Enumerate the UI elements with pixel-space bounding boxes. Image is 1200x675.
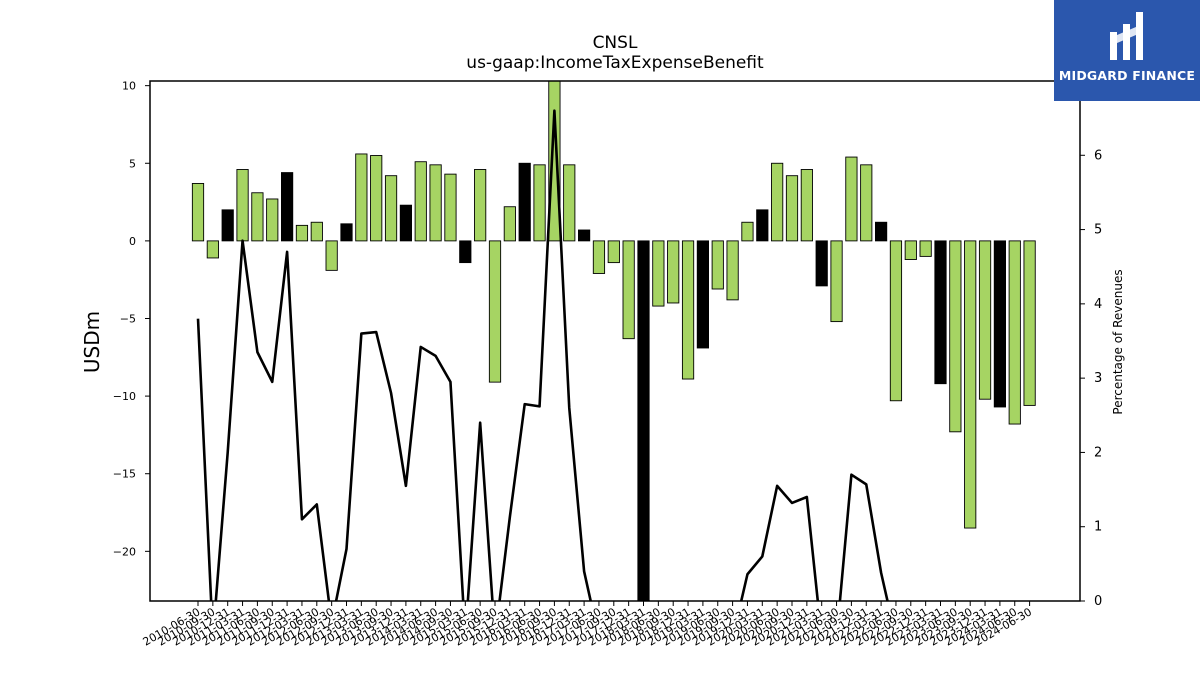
y2-tick-label: 3	[1094, 371, 1102, 386]
bar	[696, 240, 710, 349]
bar	[518, 162, 531, 242]
bar	[592, 240, 606, 274]
bar	[934, 240, 947, 385]
bar	[251, 192, 264, 242]
bar	[667, 240, 680, 304]
y-tick-label: 10	[122, 80, 136, 93]
bar	[414, 161, 427, 242]
y2-tick-label: 6	[1094, 148, 1102, 163]
y-tick-label: 5	[129, 157, 136, 170]
bar	[815, 240, 828, 287]
bar	[978, 240, 992, 400]
bar	[488, 240, 502, 383]
bar	[800, 169, 813, 242]
chart-title: CNSL	[593, 33, 638, 53]
y-tick-label: −20	[113, 545, 136, 558]
bar	[295, 224, 309, 242]
bar	[310, 221, 323, 242]
bar	[236, 169, 249, 242]
bar	[652, 240, 665, 307]
bar	[325, 240, 338, 271]
bar	[399, 204, 413, 242]
bar	[370, 155, 383, 242]
bar	[622, 240, 635, 340]
percentage-line	[196, 109, 889, 601]
bar	[355, 153, 368, 242]
bar	[726, 240, 739, 301]
bar	[429, 164, 442, 242]
bar	[578, 229, 591, 242]
bars-layer	[191, 81, 1036, 601]
brand-logo: MIDGARD FINANCE	[1054, 0, 1200, 101]
y-tick-label: −15	[113, 468, 136, 481]
bar	[563, 164, 576, 242]
bar	[206, 240, 219, 259]
bar	[281, 172, 294, 242]
bar	[681, 240, 695, 380]
bar	[904, 240, 917, 260]
bar	[964, 240, 977, 529]
bar	[993, 240, 1007, 408]
chart-subtitle: us-gaap:IncomeTaxExpenseBenefit	[466, 53, 764, 73]
y2-axis-label: Percentage of Revenues	[1111, 269, 1125, 414]
bar	[503, 206, 516, 242]
bar	[771, 162, 784, 242]
y2-tick-label: 4	[1094, 297, 1102, 312]
bar	[384, 175, 398, 242]
bar	[474, 169, 487, 242]
bar	[1023, 240, 1036, 406]
midgard-logo-icon	[1110, 12, 1143, 60]
bar	[444, 173, 457, 242]
bar	[949, 240, 962, 433]
bar	[830, 240, 843, 323]
bar	[340, 223, 353, 242]
bar	[191, 182, 205, 242]
y-tick-label: −10	[113, 390, 136, 403]
y2-tick-label: 5	[1094, 223, 1102, 238]
bar	[875, 221, 888, 242]
bar	[1008, 240, 1021, 425]
bar	[266, 198, 279, 242]
bar	[533, 164, 546, 242]
bar	[860, 164, 873, 242]
y-tick-label: 0	[129, 235, 136, 248]
bar	[845, 156, 858, 242]
line-layer	[196, 109, 889, 601]
y2-tick-label: 1	[1094, 520, 1102, 535]
bar	[711, 240, 724, 290]
bar	[459, 240, 472, 264]
bar	[756, 209, 769, 242]
bar	[889, 240, 903, 402]
y-axis-label: USDm	[80, 311, 104, 373]
bar	[548, 81, 561, 242]
y2-tick-label: 2	[1094, 445, 1102, 460]
bar	[607, 240, 620, 264]
bar	[221, 209, 234, 242]
bar	[741, 221, 754, 242]
y2-tick-label: 0	[1094, 594, 1102, 609]
brand-name: MIDGARD FINANCE	[1058, 68, 1196, 83]
plot-frame	[149, 80, 1081, 602]
y-tick-label: −5	[120, 312, 136, 325]
bar	[919, 240, 932, 257]
bar	[637, 240, 650, 601]
bar	[785, 175, 799, 242]
